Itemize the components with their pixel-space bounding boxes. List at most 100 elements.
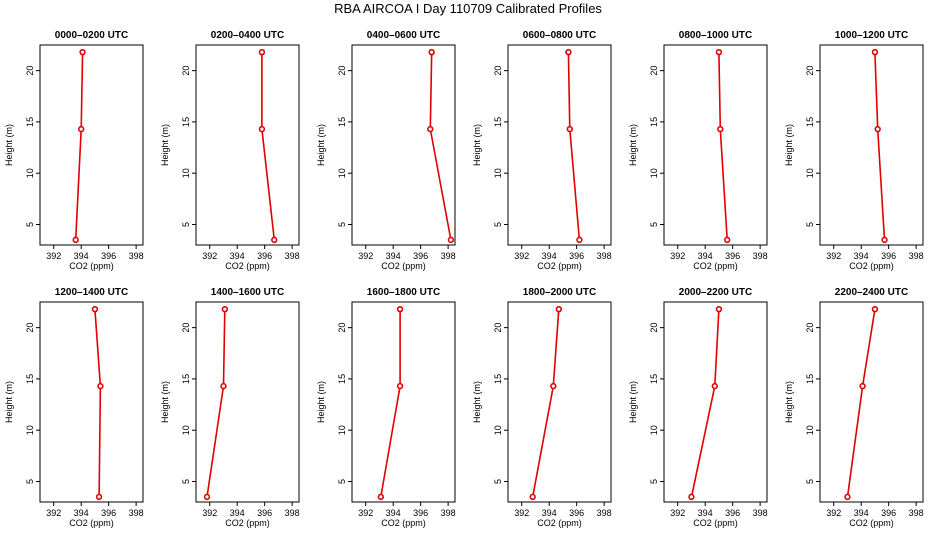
x-tick-label: 392 (826, 251, 841, 261)
data-point (396, 382, 404, 390)
profile-line (846, 309, 876, 498)
y-tick-label: 15 (649, 117, 659, 127)
y-tick-label: 5 (649, 479, 659, 484)
profile-line (380, 309, 401, 498)
plot-frame (351, 301, 456, 503)
chart-panel: 1600–1800 UTC 392 394 396 398 5 10 15 20 CO2 (ppm… (316, 287, 456, 528)
y-tick-label: 15 (805, 117, 815, 127)
x-tick-label: 394 (74, 508, 89, 518)
x-tick-label: 398 (285, 251, 300, 261)
y-axis-label: Height (m) (160, 124, 170, 166)
y-tick-label: 5 (805, 479, 815, 484)
data-point (97, 382, 104, 390)
y-tick-label: 5 (25, 479, 35, 484)
panel-title: 0000–0200 UTC (55, 30, 128, 41)
x-tick-label: 396 (725, 508, 740, 518)
y-tick-label: 20 (25, 66, 35, 76)
x-axis-label: CO2 (ppm) (225, 518, 270, 528)
data-point (871, 48, 879, 56)
chart-panel: 0000–0200 UTC 392 394 396 398 5 10 15 20 CO2 (ppm… (4, 30, 144, 271)
data-point (723, 236, 731, 244)
plot-frame (507, 44, 612, 246)
y-axis-label: Height (m) (160, 381, 170, 423)
y-tick-label: 15 (181, 374, 191, 384)
plot-frame (39, 44, 144, 246)
y-axis-label: Height (m) (472, 124, 482, 166)
plot-frame (507, 301, 612, 503)
y-axis-label: Height (m) (4, 381, 14, 423)
y-tick-label: 20 (649, 323, 659, 333)
data-point (258, 125, 266, 133)
panel-title: 1600–1800 UTC (367, 287, 440, 298)
x-tick-label: 394 (854, 508, 869, 518)
panel-title: 2000–2200 UTC (679, 287, 752, 298)
data-point (447, 236, 455, 244)
plot-frame (39, 301, 144, 503)
data-point (688, 493, 695, 501)
chart-panel: 1200–1400 UTC 392 394 396 398 5 10 15 20 CO2 (ppm… (4, 287, 144, 528)
x-axis-label: CO2 (ppm) (537, 518, 582, 528)
y-tick-label: 20 (337, 323, 347, 333)
y-tick-label: 10 (649, 425, 659, 435)
data-point (77, 125, 85, 133)
x-tick-label: 394 (230, 508, 245, 518)
panel-title: 1400–1600 UTC (211, 287, 284, 298)
x-tick-label: 392 (670, 251, 685, 261)
data-point (72, 236, 79, 244)
profile-line (531, 309, 560, 498)
data-point (427, 125, 434, 133)
panel-title: 1800–2000 UTC (523, 287, 596, 298)
x-tick-label: 394 (74, 251, 89, 261)
x-tick-label: 392 (514, 251, 529, 261)
data-point (711, 382, 719, 390)
y-tick-label: 5 (25, 222, 35, 227)
x-tick-label: 394 (698, 508, 713, 518)
y-axis-label: Height (m) (4, 124, 14, 166)
y-tick-label: 15 (493, 117, 503, 127)
y-tick-label: 5 (337, 222, 347, 227)
panel-title: 0400–0600 UTC (367, 30, 440, 41)
data-point (566, 125, 573, 133)
plot-frame (819, 301, 924, 503)
y-tick-label: 20 (493, 66, 503, 76)
y-axis-label: Height (m) (316, 381, 326, 423)
x-tick-label: 394 (698, 251, 713, 261)
y-tick-label: 15 (805, 374, 815, 384)
data-point (79, 48, 86, 56)
x-tick-label: 392 (46, 508, 61, 518)
y-tick-label: 10 (493, 168, 503, 178)
data-point (576, 236, 583, 244)
x-tick-label: 394 (386, 251, 401, 261)
data-point (529, 493, 536, 501)
x-tick-label: 394 (542, 508, 557, 518)
x-axis-label: CO2 (ppm) (381, 261, 426, 271)
x-tick-label: 396 (101, 251, 116, 261)
data-point (203, 493, 211, 501)
x-tick-label: 398 (129, 251, 144, 261)
x-tick-label: 398 (753, 251, 768, 261)
profile-line (74, 52, 84, 240)
y-axis-label: Height (m) (784, 381, 794, 423)
data-point (91, 305, 99, 313)
x-tick-label: 398 (129, 508, 144, 518)
x-axis-label: CO2 (ppm) (849, 261, 894, 271)
chart-panel: 1000–1200 UTC 392 394 396 398 5 10 15 20 CO2 (ppm… (784, 30, 924, 271)
x-tick-label: 396 (569, 508, 584, 518)
x-tick-label: 394 (386, 508, 401, 518)
data-point (396, 305, 404, 313)
panel-title: 1200–1400 UTC (55, 287, 128, 298)
chart-panel: 2200–2400 UTC 392 394 396 398 5 10 15 20 CO2 (ppm… (784, 287, 924, 528)
y-tick-label: 15 (337, 374, 347, 384)
chart-panel: 1400–1600 UTC 392 394 396 398 5 10 15 20 CO2 (ppm… (160, 287, 300, 528)
profile-line (206, 309, 226, 498)
panel-title: 0800–1000 UTC (679, 30, 752, 41)
y-tick-label: 20 (805, 66, 815, 76)
x-tick-label: 396 (257, 508, 272, 518)
x-axis-label: CO2 (ppm) (849, 518, 894, 528)
x-tick-label: 398 (909, 251, 924, 261)
x-tick-label: 398 (285, 508, 300, 518)
y-axis-label: Height (m) (472, 381, 482, 423)
x-axis-label: CO2 (ppm) (537, 261, 582, 271)
profile-line (429, 52, 452, 241)
y-axis-label: Height (m) (784, 124, 794, 166)
